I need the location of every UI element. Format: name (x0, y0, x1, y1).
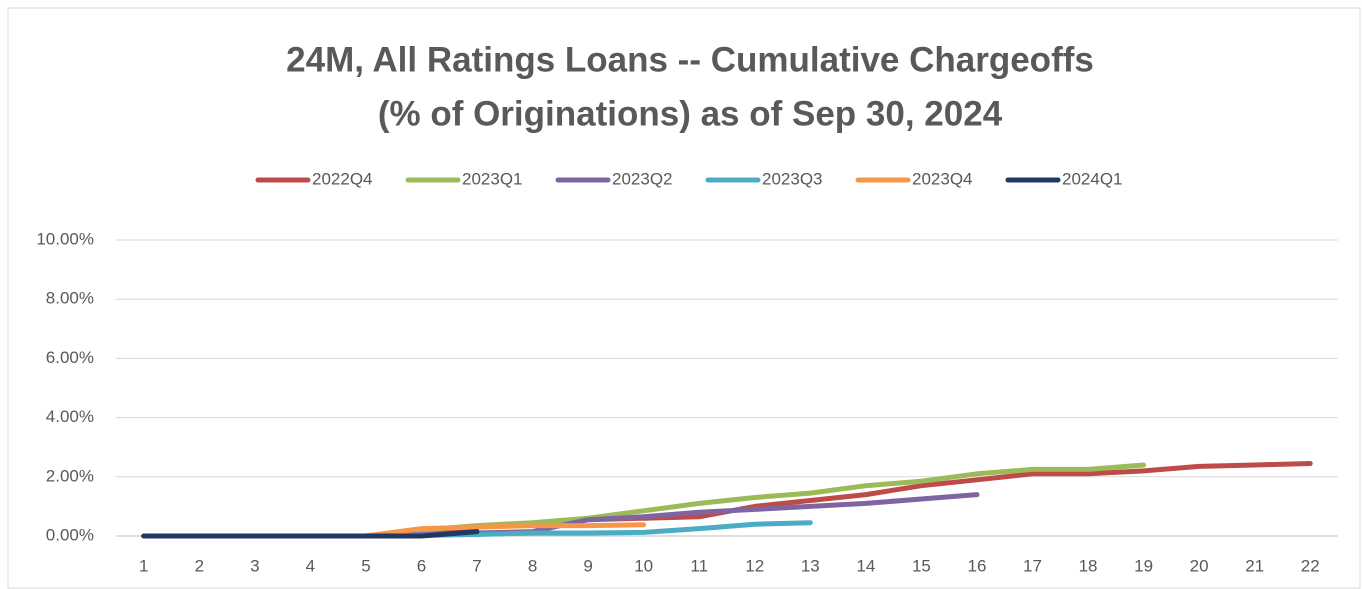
y-tick-label: 6.00% (46, 348, 94, 367)
y-tick-label: 0.00% (46, 525, 94, 544)
legend-label: 2022Q4 (312, 169, 373, 188)
x-tick-label: 4 (306, 556, 315, 575)
x-tick-label: 16 (967, 556, 986, 575)
y-tick-label: 8.00% (46, 289, 94, 308)
x-tick-label: 6 (417, 556, 426, 575)
y-tick-label: 2.00% (46, 466, 94, 485)
chart-title: 24M, All Ratings Loans -- Cumulative Cha… (286, 40, 1094, 79)
x-tick-label: 18 (1079, 556, 1098, 575)
x-tick-label: 12 (745, 556, 764, 575)
chart-frame (7, 7, 1361, 589)
series-line (141, 529, 480, 539)
x-tick-label: 8 (528, 556, 537, 575)
x-tick-label: 9 (583, 556, 592, 575)
y-tick-label: 10.00% (36, 229, 94, 248)
legend-label: 2023Q2 (612, 169, 673, 188)
x-tick-label: 15 (912, 556, 931, 575)
x-tick-label: 3 (250, 556, 259, 575)
legend-label: 2023Q4 (912, 169, 973, 188)
x-tick-label: 14 (856, 556, 875, 575)
legend-label: 2024Q1 (1062, 169, 1123, 188)
x-tick-label: 17 (1023, 556, 1042, 575)
y-tick-label: 4.00% (46, 407, 94, 426)
x-tick-label: 7 (472, 556, 481, 575)
x-tick-label: 22 (1301, 556, 1320, 575)
legend-label: 2023Q1 (462, 169, 523, 188)
x-tick-label: 13 (801, 556, 820, 575)
x-tick-label: 21 (1245, 556, 1264, 575)
x-tick-label: 10 (634, 556, 653, 575)
legend-label: 2023Q3 (762, 169, 823, 188)
chart-title: (% of Originations) as of Sep 30, 2024 (378, 94, 1003, 133)
x-tick-label: 20 (1190, 556, 1209, 575)
x-tick-label: 19 (1134, 556, 1153, 575)
x-tick-label: 11 (690, 556, 708, 575)
x-tick-label: 2 (195, 556, 204, 575)
x-tick-label: 1 (139, 556, 148, 575)
x-tick-label: 5 (361, 556, 370, 575)
